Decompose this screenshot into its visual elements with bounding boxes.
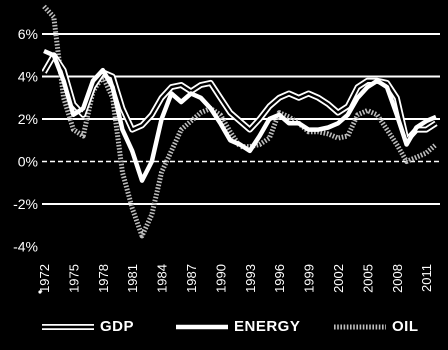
x-tick-label: 1990 [213,264,228,293]
legend-label-oil: OIL [392,318,419,335]
x-tick-label: 1978 [96,264,111,293]
x-tick-label: 1972 [37,264,52,293]
x-tick-label: 1996 [272,264,287,293]
x-tick-label: 2005 [360,264,375,293]
x-tick-label: 1987 [184,264,199,293]
y-tick-label: 0% [18,154,38,170]
y-axis-ticks: 6% 4% 2% 0% -2% -4% [13,26,38,255]
oil-swatch [334,324,386,329]
y-tick-label: 4% [18,69,38,85]
legend-label-energy: ENERGY [234,318,301,335]
x-axis-ticks: 1972 1975 1978 1981 1984 1987 1990 1993 1996 1999… [37,264,434,294]
x-tick-label: 1984 [155,264,170,293]
series-gdp-line-inner [42,54,437,142]
series-lines [42,4,438,239]
y-tick-label: 2% [18,111,38,127]
legend-item-gdp: GDP [42,318,134,335]
x-tick-label: 2008 [390,264,405,293]
x-tick-label: 1975 [66,264,81,293]
y-tick-label: -4% [13,239,38,255]
x-tick-label: 1981 [125,264,140,293]
series-energy-line [43,48,437,183]
gdp-swatch [42,323,94,330]
x-tick-label: 1993 [243,264,258,293]
legend-item-oil: OIL [334,318,419,335]
line-chart: 6%4%2%0%-2%-4% 1972 1975 1978 1981 1984 1987 1… [13,4,440,294]
legend-item-energy: ENERGY [176,318,300,335]
axis-origin-dot [38,290,42,294]
y-tick-label: 6% [18,26,38,42]
legend: GDP ENERGY OIL [0,318,448,348]
series-gdp-line [42,52,438,144]
y-tick-label: -2% [13,196,38,212]
x-tick-label: 2011 [419,264,434,292]
x-tick-label: 2002 [331,264,346,293]
x-tick-label: 1999 [302,264,317,293]
legend-label-gdp: GDP [100,318,135,335]
energy-swatch [176,324,228,329]
